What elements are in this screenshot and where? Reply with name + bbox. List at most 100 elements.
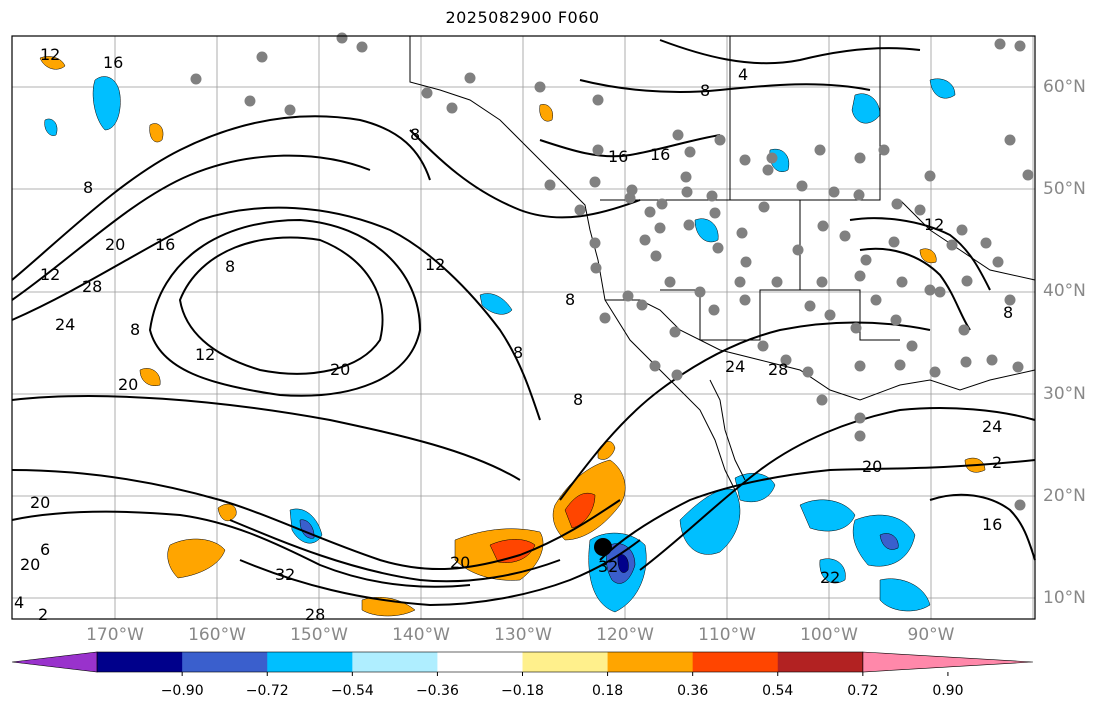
contour-label: 12 [40, 265, 60, 284]
station-dot [1022, 169, 1034, 181]
contour-label: 22 [820, 568, 840, 587]
station-dot [854, 412, 866, 424]
orange-shading [167, 538, 226, 579]
latitude-label: 30°N [1043, 383, 1086, 404]
longitude-label: 90°W [907, 625, 955, 645]
longitude-label: 100°W [800, 625, 858, 645]
contour-label: 4 [14, 593, 24, 612]
colorbar-tick-label: 0.36 [677, 683, 709, 699]
station-dot [1012, 361, 1024, 373]
station-dot [850, 322, 862, 334]
station-dot [960, 356, 972, 368]
contour-label: 24 [55, 315, 75, 334]
station-dot [664, 276, 676, 288]
contour-label: 2 [992, 453, 1002, 472]
red-shading [489, 539, 536, 563]
station-dot [639, 234, 651, 246]
contour-label: 32 [598, 557, 618, 576]
orange-shading [139, 368, 161, 386]
longitude-label: 130°W [494, 625, 552, 645]
station-dot [758, 201, 770, 213]
blue-shading [819, 558, 846, 584]
blue-shading [44, 118, 58, 136]
station-dot [792, 244, 804, 256]
contour-label: 12 [40, 45, 60, 64]
blue-shading [929, 78, 956, 99]
station-dot [190, 73, 202, 85]
colorbar-segment [182, 652, 268, 672]
colorbar [11, 651, 1034, 676]
station-dot [870, 294, 882, 306]
contour-label: 8 [83, 178, 93, 197]
blue-shading [734, 473, 776, 503]
storm-center-marker[interactable] [594, 538, 612, 556]
station-dot [896, 276, 908, 288]
contour-lines [11, 39, 1036, 607]
station-dot [961, 275, 973, 287]
station-dot [854, 152, 866, 164]
station-dot [712, 242, 724, 254]
station-dot [680, 171, 692, 183]
blue-shading [799, 499, 856, 532]
colorbar-tick-label: 0.54 [762, 683, 794, 699]
station-dot [814, 144, 826, 156]
station-dot [994, 38, 1006, 50]
longitude-label: 120°W [596, 625, 654, 645]
station-dot [828, 186, 840, 198]
contour-label: 2 [38, 605, 48, 624]
station-dot [739, 294, 751, 306]
station-dot [599, 312, 611, 324]
longitude-label: 150°W [290, 625, 348, 645]
contour-label: 28 [82, 277, 102, 296]
station-dot [671, 369, 683, 381]
station-dot [544, 179, 556, 191]
station-dot [654, 222, 666, 234]
colorbar-tick-label: 0.72 [847, 683, 879, 699]
station-dot [854, 360, 866, 372]
station-dot [672, 129, 684, 141]
station-dot [464, 72, 476, 84]
contour-label: 16 [103, 53, 123, 72]
colorbar-segment [267, 652, 353, 672]
station-dot [244, 95, 256, 107]
colorbar-tick-label: 0.90 [932, 683, 964, 699]
latitude-label: 10°N [1043, 588, 1086, 608]
station-dot [802, 366, 814, 378]
contour-label: 8 [573, 390, 583, 409]
colorbar-max-extension [862, 651, 1034, 673]
station-dot [709, 207, 721, 219]
station-dot [780, 354, 792, 366]
station-dot [706, 190, 718, 202]
colorbar-tick-label: 0.18 [591, 683, 624, 699]
orange-shading [919, 248, 937, 264]
longitude-label: 140°W [392, 625, 450, 645]
station-dot [714, 134, 726, 146]
contour-label: 24 [725, 357, 745, 376]
contour-label: 12 [425, 255, 445, 274]
station-dot [1004, 294, 1016, 306]
colorbar-segment [777, 652, 864, 672]
contour-label: 20 [862, 457, 882, 476]
station-dot [669, 326, 681, 338]
station-dot [683, 219, 695, 231]
orange-shading [149, 123, 164, 143]
station-dot [592, 144, 604, 156]
contour-label: 28 [768, 360, 788, 379]
contour-label: 8 [130, 320, 140, 339]
darkblue-shading [879, 533, 899, 550]
station-dot [708, 304, 720, 316]
station-dot [839, 230, 851, 242]
colorbar-outline [96, 651, 864, 673]
station-dot [356, 41, 368, 53]
station-dot [644, 206, 656, 218]
colorbar-tick-label: −0.36 [415, 683, 459, 699]
colorbar-segment [97, 652, 183, 672]
station-dot [590, 262, 602, 274]
station-dot [1014, 499, 1026, 511]
station-dot [890, 314, 902, 326]
station-dot [771, 276, 783, 288]
latitude-label: 20°N [1043, 485, 1086, 506]
station-dot [694, 286, 706, 298]
contour-label: 8 [513, 343, 523, 362]
station-dot [992, 256, 1004, 268]
